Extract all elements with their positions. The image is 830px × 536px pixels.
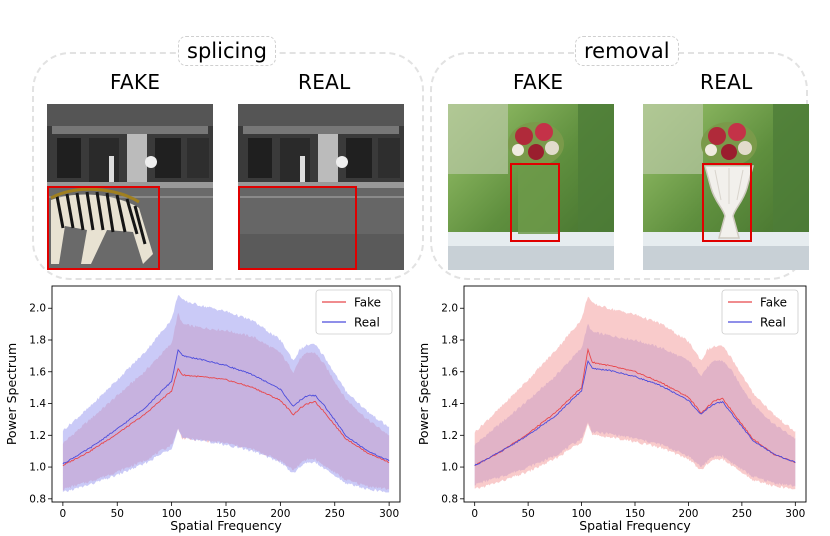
y-tick-label: 1.4 [29, 398, 46, 410]
x-tick-label: 150 [216, 508, 236, 520]
x-axis-label: Spatial Frequency [170, 518, 282, 533]
y-tick-label: 2.0 [441, 303, 458, 315]
splicing-panel-title: splicing [178, 36, 276, 66]
real-mean-line [62, 349, 390, 465]
legend-box [315, 289, 393, 335]
fake-mean-line [62, 367, 390, 467]
y-tick-label: 1.0 [29, 462, 46, 474]
fake-legend-label: Fake [354, 296, 381, 310]
removal-real-image [643, 104, 809, 270]
y-tick-label: 1.0 [441, 462, 458, 474]
y-tick-label: 1.4 [441, 398, 458, 410]
y-tick-label: 1.6 [441, 366, 458, 378]
real-legend-label: Real [354, 316, 380, 330]
x-tick-label: 200 [678, 508, 698, 520]
splicing-fake-region-box [47, 186, 160, 270]
splicing-fake-label: FAKE [110, 70, 161, 94]
y-tick-label: 1.2 [441, 430, 458, 442]
y-tick-label: 1.8 [441, 335, 458, 347]
x-tick-label: 150 [625, 508, 645, 520]
real-mean-line [474, 359, 796, 466]
x-tick-label: 300 [379, 508, 399, 520]
removal-real-region-box [702, 163, 752, 242]
splicing-fake-image [47, 104, 213, 270]
x-tick-label: 100 [572, 508, 592, 520]
real-std-band [62, 295, 390, 493]
x-tick-label: 250 [732, 508, 752, 520]
x-tick-label: 200 [270, 508, 290, 520]
legend-box [721, 289, 799, 335]
y-tick-label: 0.8 [29, 493, 46, 505]
removal-fake-label: FAKE [513, 70, 564, 94]
x-tick-label: 100 [162, 508, 182, 520]
splicing-real-region-box [238, 186, 357, 270]
x-tick-label: 50 [111, 508, 124, 520]
splicing-real-label: REAL [298, 70, 351, 94]
removal-panel-title: removal [575, 36, 679, 66]
fake-legend-label: Fake [760, 296, 787, 310]
x-tick-label: 250 [325, 508, 345, 520]
y-tick-label: 1.6 [29, 366, 46, 378]
y-tick-label: 0.8 [441, 493, 458, 505]
removal-power-spectrum-chart: 0 50 100 150 200 250 300 0.8 1.0 1.2 1.4 1.6 1.8 2.0 S… [416, 285, 807, 533]
splicing-power-spectrum-chart: 0 50 100 150 200 250 300 0.8 1.0 1.2 1.4 1.6 1.8 2.0 S… [4, 285, 401, 533]
y-axis-label: Power Spectrum [4, 343, 19, 445]
y-tick-label: 1.8 [29, 335, 46, 347]
removal-fake-image [448, 104, 614, 270]
y-axis-label: Power Spectrum [416, 343, 431, 445]
y-tick-label: 2.0 [29, 303, 46, 315]
fake-std-band [474, 296, 796, 490]
x-tick-label: 300 [785, 508, 805, 520]
x-tick-label: 50 [521, 508, 534, 520]
removal-fake-region-box [510, 163, 560, 242]
fake-mean-line [474, 347, 796, 467]
legend: Fake Real [315, 289, 393, 335]
x-tick-label: 0 [60, 508, 67, 520]
x-axis-label: Spatial Frequency [579, 518, 691, 533]
removal-real-label: REAL [700, 70, 753, 94]
real-legend-label: Real [760, 316, 786, 330]
y-tick-label: 1.2 [29, 430, 46, 442]
legend: Fake Real [721, 289, 799, 335]
x-tick-label: 0 [471, 508, 478, 520]
